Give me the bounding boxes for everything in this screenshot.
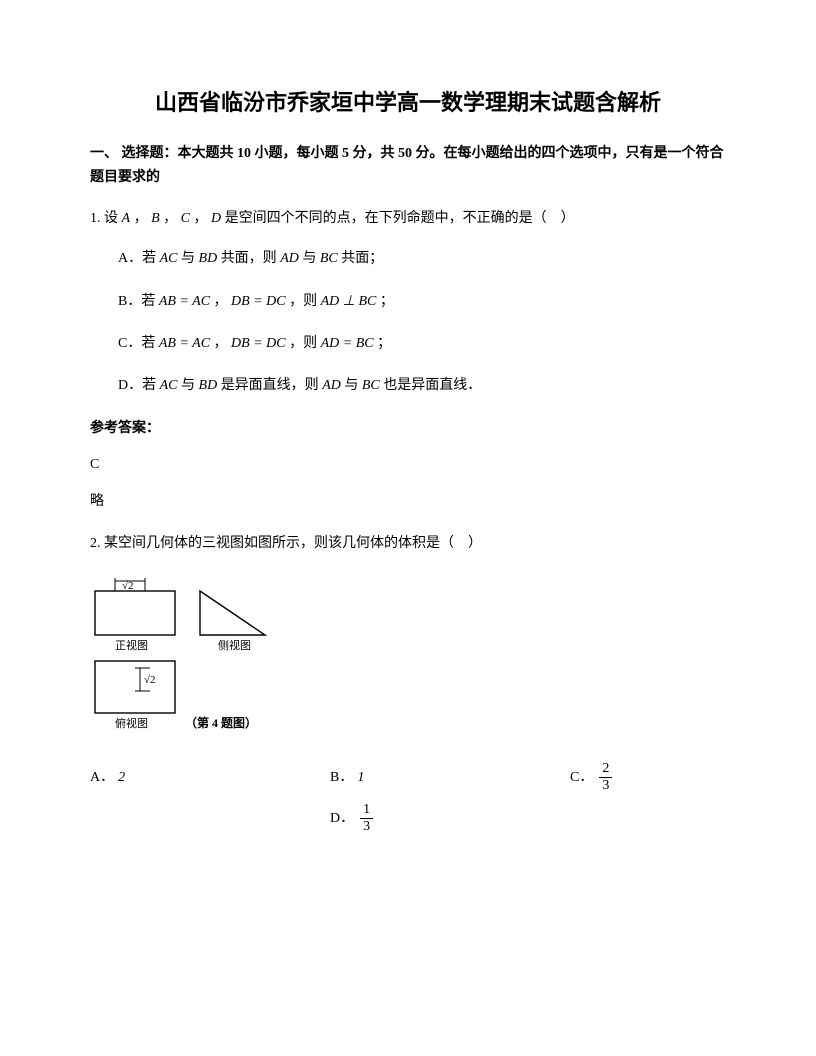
q2d-den: 3 [360,819,373,834]
page-title: 山西省临汾市乔家垣中学高一数学理期末试题含解析 [90,85,726,120]
q1-sep3: ， [193,211,207,226]
q1c-e3: AD = BC [321,336,374,351]
side-view: 侧视图 [200,591,265,652]
q2c-label: C． [570,767,593,789]
q2c-fraction: 2 3 [599,762,612,793]
q1a-t2: 共面，则 [221,251,281,266]
q1b-t2: ，则 [289,294,321,309]
section-header: 一、 选择题：本大题共 10 小题，每小题 5 分，共 50 分。在每小题给出的… [90,142,726,190]
sqrt2-label-2: √2 [144,674,156,686]
q1d-t3: 与 [344,378,362,393]
front-view: √2 正视图 [95,578,175,652]
q2c-num: 2 [599,762,612,778]
q2d-label: D． [330,808,354,830]
q1-var-a: A [122,211,131,226]
q2-options-row1: A． 2 B． 1 C． 2 3 [90,762,726,793]
sqrt2-label-1: √2 [122,580,134,592]
q1c-e2: DB = DC [231,336,286,351]
answer-label: 参考答案： [90,418,726,440]
q1b-e1: AB = AC [159,294,210,309]
q1-sep1: ， [134,211,148,226]
q1b-e3: AD ⊥ BC [321,294,377,309]
question-1: 1. 设 A ， B ， C ， D 是空间四个不同的点，在下列命题中，不正确的… [90,208,726,398]
q1-option-c: C．若 AB = AC ， DB = DC ，则 AD = BC ； [118,333,726,355]
q2a-label: A． [90,767,114,789]
q2-option-a: A． 2 [90,762,330,793]
q1-prefix: 1. 设 [90,211,118,226]
q1-option-d: D．若 AC 与 BD 是异面直线，则 AD 与 BC 也是异面直线． [118,375,726,397]
q1-var-d: D [211,211,221,226]
q1a-t4: 共面； [341,251,383,266]
q2-figure: √2 正视图 侧视图 √2 俯视图 （第 4 题图） [90,573,726,738]
q1-tail: 是空间四个不同的点，在下列命题中，不正确的是（ ） [225,211,575,226]
q1d-p4: BC [362,378,380,393]
q1d-t1: 与 [181,378,199,393]
top-view: √2 俯视图 [95,661,175,730]
q1-option-b: B．若 AB = AC ， DB = DC ，则 AD ⊥ BC ； [118,291,726,313]
front-view-label: 正视图 [115,638,148,652]
top-view-label: 俯视图 [115,716,148,730]
q1a-t1: 与 [181,251,199,266]
q2-option-c: C． 2 3 [570,762,710,793]
q1-answer: C [90,454,726,476]
q2d-num: 1 [360,803,373,819]
q1a-p2: BD [199,251,218,266]
q1d-p2: BD [199,378,218,393]
q1d-t4: 也是异面直线． [383,378,481,393]
q1c-label: C．若 [118,336,159,351]
q2-options-row2: D． 1 3 [330,803,726,834]
q2-text: 2. 某空间几何体的三视图如图所示，则该几何体的体积是（ ） [90,533,726,555]
q1a-p3: AD [280,251,299,266]
figure-number-label: （第 4 题图） [185,715,257,730]
q2-option-d: D． 1 3 [330,803,726,834]
q1b-e2: DB = DC [231,294,286,309]
q1a-label: A．若 [118,251,160,266]
q1-var-c: C [181,211,190,226]
q1d-label: D．若 [118,378,160,393]
q1d-p1: AC [160,378,178,393]
q2b-label: B． [330,767,353,789]
q1a-p4: BC [320,251,338,266]
q1-text: 1. 设 A ， B ， C ， D 是空间四个不同的点，在下列命题中，不正确的… [90,208,726,230]
q2d-fraction: 1 3 [360,803,373,834]
q1a-t3: 与 [302,251,320,266]
q1c-t1: ， [214,336,228,351]
q2b-val: 1 [357,767,364,789]
q1d-p3: AD [322,378,341,393]
three-views-svg: √2 正视图 侧视图 √2 俯视图 （第 4 题图） [90,573,300,738]
q1c-t3: ； [377,336,391,351]
q1b-label: B．若 [118,294,159,309]
q1a-p1: AC [160,251,178,266]
q1c-e1: AB = AC [159,336,210,351]
question-2: 2. 某空间几何体的三视图如图所示，则该几何体的体积是（ ） √2 正视图 侧视… [90,533,726,834]
q1d-t2: 是异面直线，则 [221,378,323,393]
q1c-t2: ，则 [289,336,321,351]
q2a-val: 2 [118,767,125,789]
q1b-t3: ； [380,294,394,309]
q1-note: 略 [90,491,726,513]
q1b-t1: ， [214,294,228,309]
q2c-den: 3 [599,778,612,793]
q1-option-a: A．若 AC 与 BD 共面，则 AD 与 BC 共面； [118,248,726,270]
q1-sep2: ， [163,211,177,226]
q1-var-b: B [151,211,160,226]
q2-option-b: B． 1 [330,762,570,793]
side-view-label: 侧视图 [218,638,251,652]
